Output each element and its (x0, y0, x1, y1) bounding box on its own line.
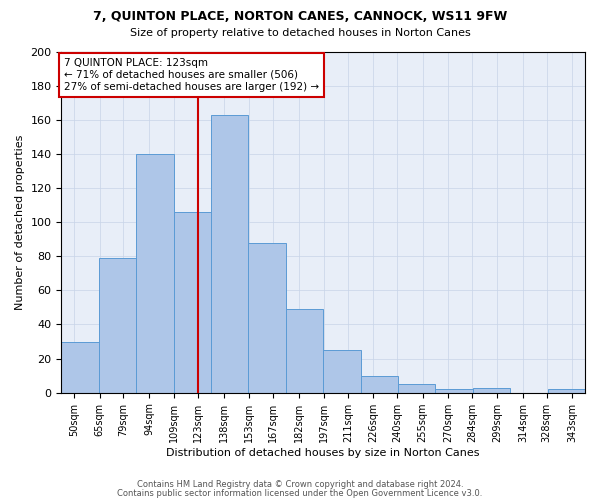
Bar (286, 309, 323, 392)
Bar (361, 376, 398, 392)
Bar (61, 342, 99, 392)
Text: Contains public sector information licensed under the Open Government Licence v3: Contains public sector information licen… (118, 488, 482, 498)
X-axis label: Distribution of detached houses by size in Norton Canes: Distribution of detached houses by size … (166, 448, 480, 458)
Bar (398, 384, 436, 392)
Bar (436, 390, 473, 392)
Y-axis label: Number of detached properties: Number of detached properties (15, 134, 25, 310)
Bar (99, 258, 136, 392)
Bar (248, 242, 286, 392)
Bar (136, 154, 173, 392)
Text: 7, QUINTON PLACE, NORTON CANES, CANNOCK, WS11 9FW: 7, QUINTON PLACE, NORTON CANES, CANNOCK,… (93, 10, 507, 23)
Text: 7 QUINTON PLACE: 123sqm
← 71% of detached houses are smaller (506)
27% of semi-d: 7 QUINTON PLACE: 123sqm ← 71% of detache… (64, 58, 319, 92)
Bar (473, 388, 510, 392)
Text: Size of property relative to detached houses in Norton Canes: Size of property relative to detached ho… (130, 28, 470, 38)
Bar (211, 114, 248, 392)
Bar (548, 390, 585, 392)
Bar (323, 350, 361, 393)
Text: Contains HM Land Registry data © Crown copyright and database right 2024.: Contains HM Land Registry data © Crown c… (137, 480, 463, 489)
Bar (173, 212, 211, 392)
